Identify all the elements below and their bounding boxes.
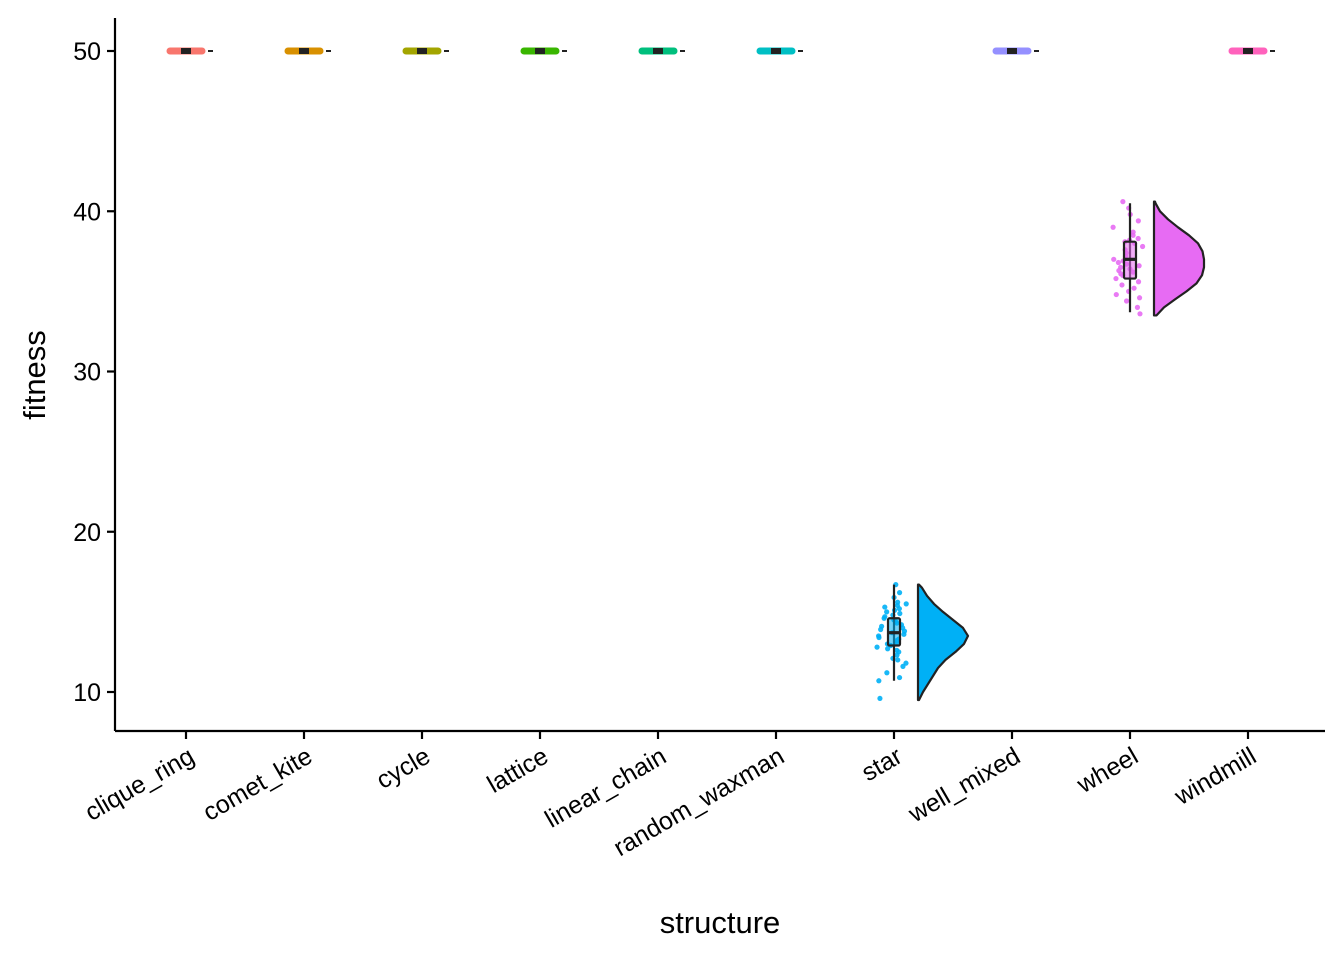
data-point — [903, 601, 909, 607]
cloud-group-random_waxman — [756, 47, 803, 55]
data-point — [1136, 295, 1143, 301]
data-point — [882, 604, 888, 610]
data-point — [901, 631, 907, 637]
data-point — [1113, 275, 1119, 282]
data-point — [1136, 263, 1142, 269]
cloud-group-wheel — [1110, 199, 1206, 317]
data-point — [1135, 218, 1141, 224]
data-point — [885, 646, 891, 652]
data-point — [1130, 232, 1136, 238]
box-well_mixed — [1007, 48, 1017, 54]
data-point — [876, 634, 882, 641]
data-point — [1120, 199, 1126, 205]
y-tick-label: 40 — [73, 198, 101, 226]
cloud-group-windmill — [1228, 47, 1275, 55]
x-tick-label: windmill — [1169, 742, 1261, 811]
data-point — [1135, 235, 1141, 242]
half-violin-star — [916, 583, 970, 702]
data-point — [1134, 304, 1141, 310]
data-point — [878, 626, 884, 633]
cloud-group-lattice — [520, 47, 567, 55]
y-tick-label: 50 — [73, 38, 101, 66]
box-clique_ring — [181, 48, 191, 54]
data-point — [896, 590, 903, 596]
data-point — [1110, 224, 1116, 230]
half-violin-wheel — [1152, 200, 1206, 317]
data-point — [894, 652, 900, 658]
data-point — [896, 674, 903, 681]
data-point — [1139, 243, 1146, 250]
data-point — [877, 695, 883, 702]
data-point — [1137, 311, 1143, 317]
y-tick-label: 10 — [73, 679, 101, 707]
box-linear_chain — [653, 48, 663, 54]
data-point — [900, 663, 906, 669]
y-tick-label: 20 — [73, 519, 101, 547]
box-random_waxman — [771, 48, 781, 54]
data-point — [1131, 285, 1137, 291]
x-tick-label: star — [857, 742, 907, 787]
data-point — [884, 609, 890, 615]
cloud-group-well_mixed — [992, 47, 1039, 55]
data-point — [1111, 256, 1117, 262]
data-point — [897, 610, 903, 617]
cloud-group-clique_ring — [166, 47, 213, 55]
data-point — [874, 644, 880, 650]
data-point — [884, 670, 890, 676]
data-point — [895, 657, 901, 663]
data-point — [1113, 291, 1119, 298]
data-point — [1135, 279, 1142, 285]
x-tick-label: cycle — [372, 742, 435, 795]
cloud-group-comet_kite — [284, 47, 331, 55]
box-cycle — [417, 48, 427, 54]
data-point — [1115, 259, 1121, 266]
box-comet_kite — [299, 48, 309, 54]
x-tick-label: lattice — [482, 742, 553, 799]
data-point — [1123, 298, 1130, 304]
cloud-group-linear_chain — [638, 47, 685, 55]
x-tick-label: wheel — [1072, 742, 1143, 799]
data-point — [881, 615, 887, 621]
data-point — [876, 678, 882, 684]
cloud-group-star — [874, 582, 970, 702]
y-tick-label: 30 — [73, 359, 101, 387]
y-axis-title: fitness — [17, 330, 52, 420]
cloud-group-cycle — [402, 47, 449, 55]
box-windmill — [1243, 48, 1253, 54]
data-point — [896, 606, 902, 612]
data-point — [1119, 282, 1125, 288]
x-tick-label: well_mixed — [903, 742, 1025, 829]
x-axis-title: structure — [660, 905, 781, 940]
box-lattice — [535, 48, 545, 54]
x-tick-label: clique_ring — [80, 742, 199, 827]
x-tick-label: comet_kite — [198, 742, 317, 827]
